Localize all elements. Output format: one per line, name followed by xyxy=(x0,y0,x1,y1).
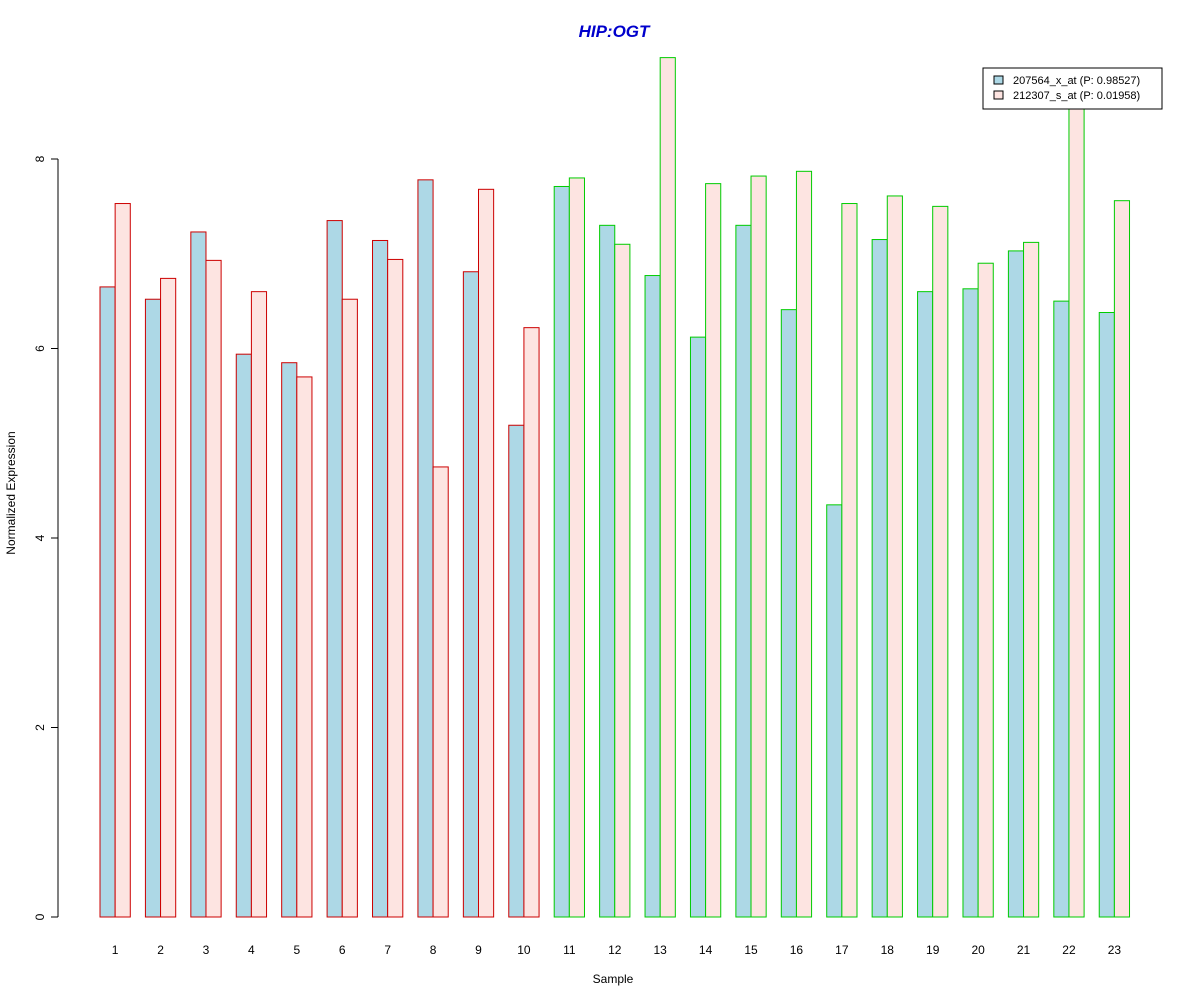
x-tick-label: 12 xyxy=(608,943,622,957)
bar-series2-sample-13 xyxy=(659,57,676,918)
bar-series2-sample-15 xyxy=(750,175,767,918)
bar-series1-sample-13 xyxy=(644,275,661,918)
x-tick-label: 21 xyxy=(1017,943,1031,957)
bar-series2-sample-17 xyxy=(841,203,858,918)
legend: 207564_x_at (P: 0.98527) 212307_s_at (P: … xyxy=(982,67,1163,110)
bar-series1-sample-11 xyxy=(553,185,570,918)
bar-series2-sample-4 xyxy=(250,291,268,918)
x-tick-label: 3 xyxy=(203,943,210,957)
bar-series2-sample-8 xyxy=(432,466,449,918)
bar-series1-sample-19 xyxy=(917,291,934,918)
x-tick-label: 19 xyxy=(926,943,940,957)
bar-series1-sample-6 xyxy=(326,220,343,918)
bar-series1-sample-7 xyxy=(372,239,389,918)
bar-series1-sample-18 xyxy=(871,239,888,918)
bar-series2-sample-18 xyxy=(886,195,903,918)
x-tick-label: 10 xyxy=(517,943,531,957)
bar-series2-sample-11 xyxy=(568,177,585,918)
bar-series2-sample-19 xyxy=(932,205,949,918)
bar-series2-sample-14 xyxy=(705,183,722,918)
x-tick-label: 6 xyxy=(339,943,346,957)
x-tick-label: 14 xyxy=(699,943,713,957)
bar-series1-sample-22 xyxy=(1053,300,1070,918)
bar-series1-sample-14 xyxy=(689,336,707,918)
bar-series2-sample-12 xyxy=(614,243,631,918)
x-tick-label: 23 xyxy=(1108,943,1122,957)
bar-series2-sample-3 xyxy=(205,259,222,918)
x-tick-label: 2 xyxy=(157,943,164,957)
x-tick-label: 18 xyxy=(881,943,895,957)
x-tick-label: 9 xyxy=(475,943,482,957)
legend-swatch xyxy=(993,75,1004,85)
bar-series1-sample-23 xyxy=(1098,311,1115,918)
x-tick-label: 20 xyxy=(971,943,985,957)
legend-entry-label: 212307_s_at (P: 0.01958) xyxy=(1013,90,1140,102)
bar-series1-sample-15 xyxy=(735,224,752,918)
x-tick-label: 15 xyxy=(744,943,758,957)
bar-series1-sample-3 xyxy=(190,231,207,918)
x-tick-label: 8 xyxy=(430,943,437,957)
bar-series1-sample-8 xyxy=(417,179,434,918)
x-tick-label: 11 xyxy=(563,943,576,957)
bars-layer xyxy=(99,57,1131,918)
y-tick-label: 6 xyxy=(33,345,47,352)
bar-series2-sample-5 xyxy=(296,376,313,918)
bar-series1-sample-20 xyxy=(962,288,979,918)
bar-series2-sample-9 xyxy=(478,188,495,918)
bar-series1-sample-2 xyxy=(144,298,162,918)
chart-title: HIP:OGT xyxy=(579,22,651,41)
bar-series1-sample-12 xyxy=(599,224,616,918)
bar-series1-sample-4 xyxy=(235,353,252,918)
bar-series2-sample-6 xyxy=(341,298,358,918)
bar-series1-sample-10 xyxy=(508,424,525,918)
x-tick-label: 16 xyxy=(790,943,804,957)
x-tick-label: 13 xyxy=(654,943,668,957)
legend-entry-label: 207564_x_at (P: 0.98527) xyxy=(1013,75,1140,87)
bar-series1-sample-16 xyxy=(780,309,797,918)
bar-series2-sample-7 xyxy=(387,258,404,918)
bar-series2-sample-23 xyxy=(1113,200,1131,918)
x-tick-label: 17 xyxy=(835,943,849,957)
bar-series2-sample-22 xyxy=(1068,101,1085,918)
y-tick-label: 0 xyxy=(33,913,47,920)
bar-series2-sample-21 xyxy=(1023,241,1040,918)
bar-series1-sample-9 xyxy=(462,271,479,918)
y-axis: 0 2 4 6 8 xyxy=(33,155,59,920)
bar-series1-sample-21 xyxy=(1007,250,1025,918)
bar-series2-sample-16 xyxy=(795,170,813,918)
x-tick-label: 4 xyxy=(248,943,255,957)
bar-series1-sample-1 xyxy=(99,286,116,918)
x-tick-label: 5 xyxy=(293,943,300,957)
x-axis-tick-labels: 1 2 3 4 5 6 7 8 9 10 11 12 13 14 15 16 17 18 19 20 21 22 23 xyxy=(112,943,1122,957)
bar-series2-sample-2 xyxy=(160,277,177,918)
y-tick-label: 2 xyxy=(33,724,47,731)
bar-series2-sample-20 xyxy=(977,262,994,918)
bar-series1-sample-17 xyxy=(826,504,843,918)
bar-series2-sample-1 xyxy=(114,203,131,918)
x-axis-title: Sample xyxy=(593,972,634,986)
y-axis-title: Normalized Expression xyxy=(4,431,18,554)
bar-series1-sample-5 xyxy=(281,362,298,918)
y-tick-label: 4 xyxy=(33,534,47,541)
x-tick-label: 7 xyxy=(384,943,391,957)
legend-box xyxy=(982,67,1163,110)
y-tick-label: 8 xyxy=(33,155,47,162)
x-tick-label: 1 xyxy=(112,943,119,957)
bar-series2-sample-10 xyxy=(523,327,540,918)
x-tick-label: 22 xyxy=(1062,943,1076,957)
legend-swatch xyxy=(993,90,1004,100)
